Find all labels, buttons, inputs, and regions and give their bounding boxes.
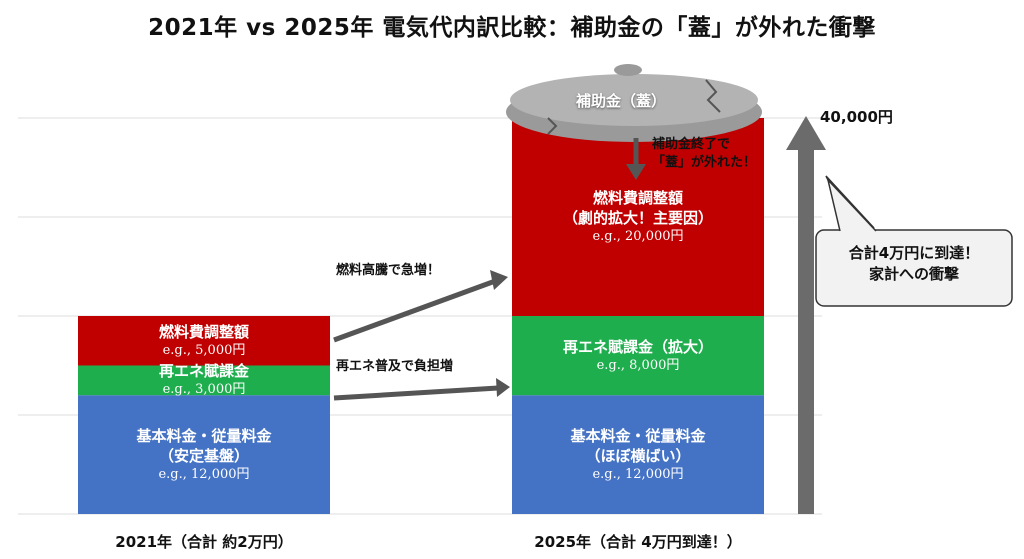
segment-value: e.g., 8,000円 bbox=[596, 357, 680, 373]
lid-down-arrow-head bbox=[626, 164, 646, 180]
fuel-arrow-label: 燃料高騰で急増！ bbox=[336, 263, 441, 278]
total-arrow bbox=[786, 116, 826, 514]
total-max-label: 40,000円 bbox=[820, 108, 893, 126]
segment-value: e.g., 20,000円 bbox=[592, 229, 684, 244]
bar-segment bbox=[78, 316, 330, 366]
fuel-arrow-head bbox=[490, 270, 508, 290]
lid-top bbox=[510, 74, 758, 126]
renew-arrow-label: 再エネ普及で負担増 bbox=[336, 359, 454, 374]
segment-name: 基本料金・従量料金 （安定基盤） bbox=[136, 426, 272, 465]
bar-segment bbox=[512, 395, 764, 514]
segment-name: 再エネ賦課金（拡大） bbox=[562, 337, 713, 356]
segment-label: 再エネ賦課金（拡大） e.g., 8,000円 bbox=[512, 316, 764, 395]
callout-tail-line bbox=[826, 177, 877, 232]
segment-label: 燃料費調整額 e.g., 5,000円 bbox=[78, 316, 330, 366]
segment-value: e.g., 3,000円 bbox=[162, 382, 246, 398]
segment-name: 基本料金・従量料金 （ほぼ横ばい） bbox=[570, 426, 706, 465]
segment-label: 燃料費調整額 （劇的拡大！主要因） e.g., 20,000円 bbox=[512, 118, 764, 316]
segment-name: 燃料費調整額 bbox=[158, 322, 249, 341]
callout-box bbox=[815, 229, 1013, 307]
segment-name: 再エネ賦課金 bbox=[158, 362, 249, 381]
callout-text: 合計4万円に到達！ 家計への衝撃 bbox=[848, 244, 980, 283]
segment-label: 基本料金・従量料金 （安定基盤） e.g., 12,000円 bbox=[78, 395, 330, 514]
bar-segment bbox=[78, 395, 330, 514]
chart-title: 2021年 vs 2025年 電気代内訳比較：補助金の「蓋」が外れた衝撃 bbox=[148, 15, 876, 41]
segment-value: e.g., 12,000円 bbox=[592, 466, 684, 482]
lid-knob bbox=[614, 64, 642, 76]
decorations bbox=[333, 64, 1013, 514]
fuel-arrow bbox=[333, 277, 499, 343]
segment-label: 再エネ賦課金 e.g., 3,000円 bbox=[78, 362, 330, 398]
bars bbox=[78, 118, 764, 514]
lid-label: 補助金（蓋） bbox=[576, 92, 667, 110]
segment-value: e.g., 5,000円 bbox=[162, 342, 246, 358]
bar-segment bbox=[78, 365, 330, 396]
segment-label: 基本料金・従量料金 （ほぼ横ばい） e.g., 12,000円 bbox=[512, 395, 764, 514]
segment-value: e.g., 12,000円 bbox=[158, 466, 250, 482]
x-label-2025: 2025年（合計 4万円到達！） bbox=[534, 533, 742, 551]
lid-note: 補助金終了で 「蓋」が外れた！ bbox=[652, 137, 757, 170]
bar-segment bbox=[512, 316, 764, 396]
lid-crack bbox=[547, 117, 558, 135]
lid-crack bbox=[705, 79, 721, 113]
x-label-2021: 2021年（合計 約2万円） bbox=[115, 533, 293, 551]
segment-name: 燃料費調整額 （劇的拡大！主要因） bbox=[562, 189, 713, 227]
renew-arrow-head bbox=[496, 378, 510, 397]
renew-arrow bbox=[333, 385, 499, 401]
